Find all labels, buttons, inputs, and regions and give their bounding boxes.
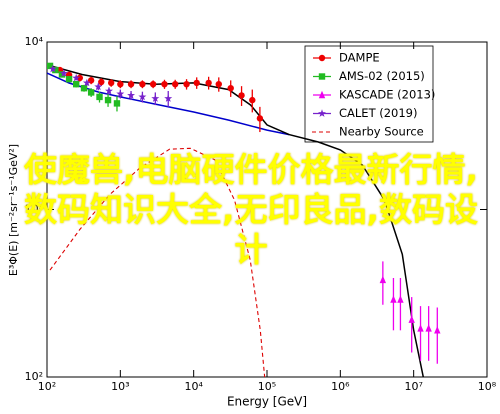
data-point (390, 295, 397, 303)
legend-marker (318, 109, 326, 117)
data-point (193, 79, 200, 87)
y-axis-label: E³Φ(E) [m⁻²sr⁻¹s⁻¹GeV²] (7, 144, 20, 276)
data-point (104, 96, 112, 104)
data-point (116, 89, 125, 98)
y-tick-label: 10⁴ (25, 35, 44, 48)
x-tick-label: 10⁶ (331, 380, 350, 393)
data-point (58, 71, 66, 78)
y-tick-label: 10³ (25, 203, 43, 216)
data-point (105, 86, 113, 95)
data-point (379, 275, 387, 284)
legend-marker (318, 54, 326, 62)
legend-marker (318, 90, 326, 99)
data-point (80, 84, 88, 92)
series-line (49, 147, 266, 377)
y-tick-label: 10² (25, 370, 43, 383)
data-point (408, 315, 415, 323)
data-point (47, 62, 54, 70)
data-point (138, 92, 147, 101)
x-tick-label: 10⁷ (404, 380, 422, 393)
data-point (139, 80, 146, 88)
x-axis-label: Energy [GeV] (227, 395, 307, 409)
data-point (87, 89, 95, 96)
data-point (107, 79, 115, 87)
data-point (72, 80, 80, 88)
data-point (96, 93, 103, 101)
data-point (65, 75, 73, 83)
legend-label: DAMPE (339, 51, 380, 65)
x-tick-label: 10⁵ (258, 380, 276, 393)
legend-marker (318, 73, 326, 80)
data-point (127, 80, 135, 88)
data-point (113, 100, 121, 107)
data-point (256, 115, 264, 122)
data-point (151, 94, 160, 102)
data-point (59, 69, 68, 77)
data-point (94, 82, 103, 91)
data-point (161, 80, 168, 88)
data-point (215, 80, 222, 88)
data-point (52, 66, 59, 74)
data-point (127, 91, 135, 99)
x-tick-label: 10² (38, 380, 56, 393)
x-tick-label: 10³ (111, 380, 129, 393)
data-point (434, 326, 441, 334)
data-point (48, 64, 57, 73)
data-point (82, 78, 91, 87)
data-point (425, 324, 432, 332)
data-point (417, 324, 424, 332)
data-point (149, 80, 157, 88)
legend-label: CALET (2019) (339, 106, 418, 120)
data-point (76, 74, 83, 82)
legend-label: KASCADE (2013) (339, 88, 435, 102)
data-point (117, 80, 124, 88)
data-point (397, 295, 404, 303)
data-point (164, 94, 173, 102)
legend-box (304, 45, 434, 143)
overlay-text: 使魔兽,电脑硬件价格最新行情,数码知识大全,无印良品,数码设计 (23, 150, 479, 269)
x-tick-label: 10⁸ (478, 380, 497, 393)
data-point (72, 73, 81, 82)
data-point (205, 79, 212, 87)
data-point (227, 84, 234, 92)
data-point (98, 78, 105, 86)
data-point (249, 96, 256, 104)
legend-label: AMS-02 (2015) (339, 69, 425, 83)
x-tick-label: 10⁴ (184, 380, 203, 393)
series-line (47, 64, 425, 377)
legend-label: Nearby Source (339, 125, 424, 139)
data-point (172, 80, 179, 88)
data-point (238, 92, 245, 99)
data-point (183, 80, 190, 88)
